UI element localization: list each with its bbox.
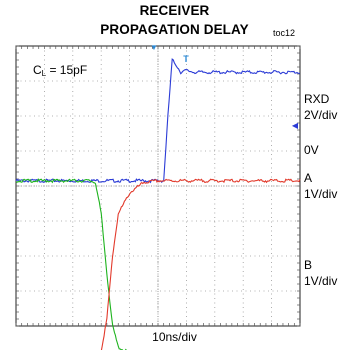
trigger-icon: T [183,54,189,64]
channel-scale-b: 1V/div [304,274,338,288]
trigger-position-icon: ▼ [150,43,158,52]
channel-label-a: A [304,171,313,185]
x-axis-label: 10ns/div [152,330,197,344]
condition-subscript: L [41,69,47,78]
condition-suffix: = 15pF [46,63,88,77]
trace-line-0 [15,58,301,184]
condition-prefix: C [33,63,42,77]
zero-volt-label: 0V [304,143,319,157]
trace-line-1 [15,178,127,350]
chart-subtitle: PROPAGATION DELAY [100,22,249,37]
chart-title: RECEIVER [139,3,210,18]
channel-scale-a: 1V/div [304,187,338,201]
load-condition: CL = 15pF [33,63,87,78]
channel-scale-rxd: 2V/div [304,108,338,122]
level-marker-icon: ◀ [292,121,299,130]
figure-id: toc12 [273,28,296,38]
channel-label-rxd: RXD [304,92,330,106]
channel-label-b: B [304,258,313,272]
trace-line-2 [100,178,301,350]
